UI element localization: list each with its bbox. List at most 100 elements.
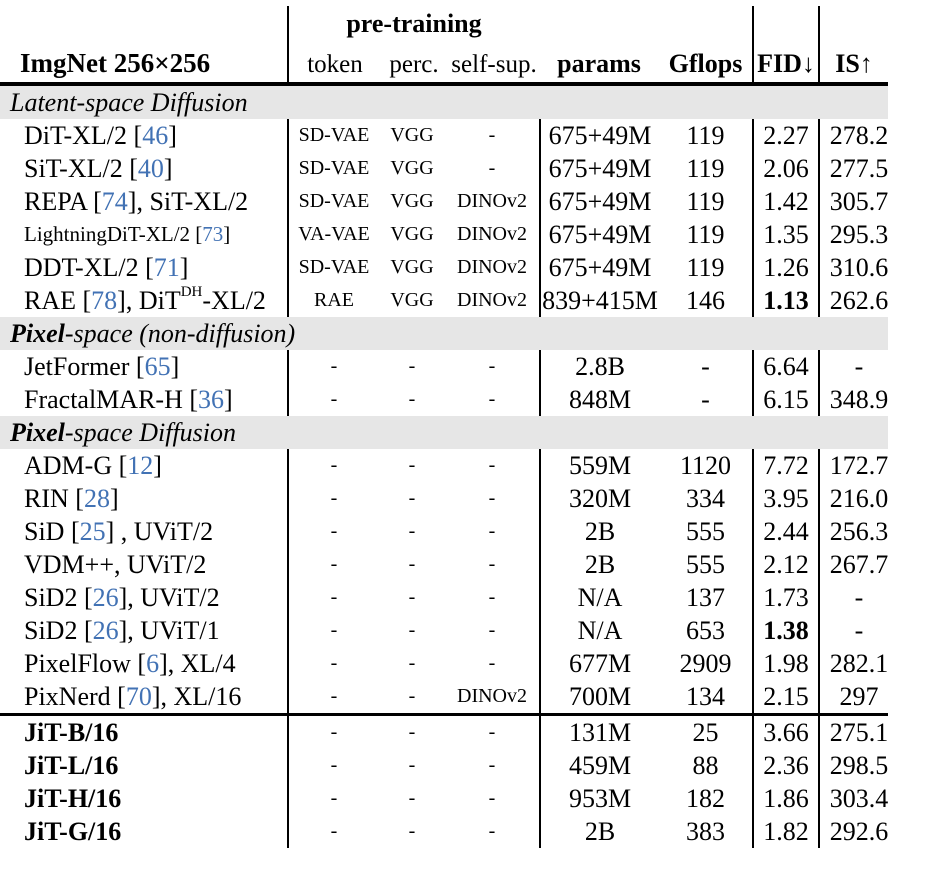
method-name-text: JetFormer [ bbox=[24, 351, 145, 381]
selfsup-cell: DINOv2 bbox=[457, 223, 527, 245]
token-cell: RAE bbox=[287, 284, 379, 317]
citation-link[interactable]: 12 bbox=[127, 450, 154, 480]
citation-link[interactable]: 40 bbox=[137, 153, 164, 183]
citation-link[interactable]: 71 bbox=[153, 252, 180, 282]
params-cell: 848M bbox=[539, 383, 659, 416]
fid-cell: 2.06 bbox=[752, 152, 818, 185]
perc-cell: - bbox=[408, 652, 416, 674]
fid-cell: 1.13 bbox=[752, 284, 818, 317]
method-name-text: ], UViT/1 bbox=[118, 615, 220, 645]
token-cell: - bbox=[287, 680, 379, 713]
token-cell: - bbox=[287, 614, 379, 647]
gflops-cell: 653 bbox=[686, 615, 725, 645]
column-header-perc: perc. bbox=[389, 51, 439, 78]
citation-link[interactable]: 25 bbox=[79, 516, 106, 546]
citation-link[interactable]: 26 bbox=[92, 615, 119, 645]
token-cell: - bbox=[287, 647, 379, 680]
is-cell: 282.1 bbox=[818, 647, 888, 680]
gflops-cell: 25 bbox=[692, 717, 719, 747]
selfsup-cell: - bbox=[488, 787, 496, 809]
citation-link[interactable]: 6 bbox=[146, 648, 160, 678]
table-row: RIN [28] - - -320M 334 3.95 216.0 bbox=[0, 482, 888, 515]
fid-cell: 1.98 bbox=[752, 647, 818, 680]
method-name-text: ] bbox=[170, 351, 180, 381]
token-cell: SD-VAE bbox=[287, 152, 379, 185]
method-name-text: ADM-G [ bbox=[24, 450, 128, 480]
method-name: ADM-G [12] bbox=[0, 449, 287, 482]
citation-link[interactable]: 26 bbox=[92, 582, 119, 612]
section-header-label: -space (non-diffusion) bbox=[64, 318, 296, 348]
selfsup-cell: DINOv2 bbox=[457, 685, 527, 707]
fid-cell: 1.26 bbox=[752, 251, 818, 284]
table-title: ImgNet 256×256 bbox=[20, 48, 211, 78]
fid-cell: 6.64 bbox=[752, 350, 818, 383]
selfsup-cell: - bbox=[488, 454, 496, 476]
fid-cell: 1.42 bbox=[752, 185, 818, 218]
token-cell: - bbox=[287, 815, 379, 848]
citation-link[interactable]: 74 bbox=[101, 186, 128, 216]
method-name: RAE [78], DiT DH -XL/2 bbox=[0, 284, 287, 317]
table-row: PixNerd [70], XL/16- - DINOv2 700M 134 2.15 29… bbox=[0, 680, 888, 713]
perc-cell: - bbox=[408, 619, 416, 641]
fid-cell: 3.66 bbox=[752, 716, 818, 749]
is-cell: 292.6 bbox=[818, 815, 888, 848]
selfsup-cell: - bbox=[488, 157, 496, 179]
gflops-cell: 119 bbox=[686, 219, 725, 249]
token-cell: - bbox=[287, 482, 379, 515]
fid-cell: 1.73 bbox=[752, 581, 818, 614]
params-cell: 2B bbox=[539, 815, 659, 848]
perc-cell: - bbox=[408, 487, 416, 509]
method-name-text: ] bbox=[224, 384, 233, 414]
perc-cell: - bbox=[408, 787, 416, 809]
fid-cell: 3.95 bbox=[752, 482, 818, 515]
params-cell: 675+49M bbox=[539, 185, 659, 218]
method-name-text: JiT-L/16 bbox=[24, 750, 119, 780]
citation-link[interactable]: 70 bbox=[125, 681, 152, 711]
perc-cell: VGG bbox=[390, 157, 434, 179]
params-cell: 700M bbox=[539, 680, 659, 713]
superscript-text: DH bbox=[180, 284, 203, 300]
method-name-text: ], XL/16 bbox=[151, 681, 242, 711]
citation-link[interactable]: 36 bbox=[198, 384, 225, 414]
fid-cell: 2.15 bbox=[752, 680, 818, 713]
method-name: LightningDiT-XL/2 [73] bbox=[0, 218, 287, 251]
method-name-text: ] bbox=[153, 450, 162, 480]
selfsup-cell: - bbox=[488, 520, 496, 542]
citation-link[interactable]: 65 bbox=[144, 351, 171, 381]
perc-cell: VGG bbox=[390, 124, 434, 146]
gflops-cell: 2909 bbox=[679, 648, 732, 678]
table-row: REPA [74], SiT-XL/2 SD-VAE VGG DINOv2 675+49… bbox=[0, 185, 888, 218]
params-cell: 675+49M bbox=[539, 251, 659, 284]
method-name: JiT-H/16 bbox=[0, 782, 287, 815]
method-name-text: SiD [ bbox=[24, 516, 80, 546]
table-row: ADM-G [12] - - -559M 1120 7.72 172.7 bbox=[0, 449, 888, 482]
column-header-params: params bbox=[557, 49, 641, 78]
gflops-cell: 1120 bbox=[679, 450, 732, 480]
citation-link[interactable]: 28 bbox=[83, 483, 110, 513]
selfsup-cell: - bbox=[488, 553, 496, 575]
fid-cell: 1.82 bbox=[752, 815, 818, 848]
method-name: VDM++, UViT/2 bbox=[0, 548, 287, 581]
method-name: REPA [74], SiT-XL/2 bbox=[0, 185, 287, 218]
selfsup-cell: DINOv2 bbox=[457, 289, 527, 311]
fid-cell: 1.38 bbox=[752, 614, 818, 647]
method-name-text: DiT-XL/2 [ bbox=[24, 120, 143, 150]
token-cell: - bbox=[287, 749, 379, 782]
method-name-text: RAE [ bbox=[24, 285, 92, 315]
table-row: RAE [78], DiT DH -XL/2 RAE VGG DINOv2 839+415M… bbox=[0, 284, 888, 317]
pretraining-group-label: pre-training bbox=[346, 9, 482, 38]
is-cell: 278.2 bbox=[818, 119, 888, 152]
selfsup-cell: - bbox=[488, 487, 496, 509]
perc-cell: - bbox=[408, 754, 416, 776]
params-cell: 2.8B bbox=[539, 350, 659, 383]
citation-link[interactable]: 78 bbox=[91, 285, 118, 315]
citation-link[interactable]: 46 bbox=[142, 120, 169, 150]
section-header: Pixel -space Diffusion bbox=[0, 416, 888, 449]
method-name: SiD2 [26], UViT/1 bbox=[0, 614, 287, 647]
table-row: LightningDiT-XL/2 [73] VA-VAE VGG DINOv2 675… bbox=[0, 218, 888, 251]
params-cell: 675+49M bbox=[539, 218, 659, 251]
token-cell: - bbox=[287, 515, 379, 548]
citation-link[interactable]: 73 bbox=[202, 222, 224, 246]
method-name-text: ] bbox=[223, 222, 231, 246]
